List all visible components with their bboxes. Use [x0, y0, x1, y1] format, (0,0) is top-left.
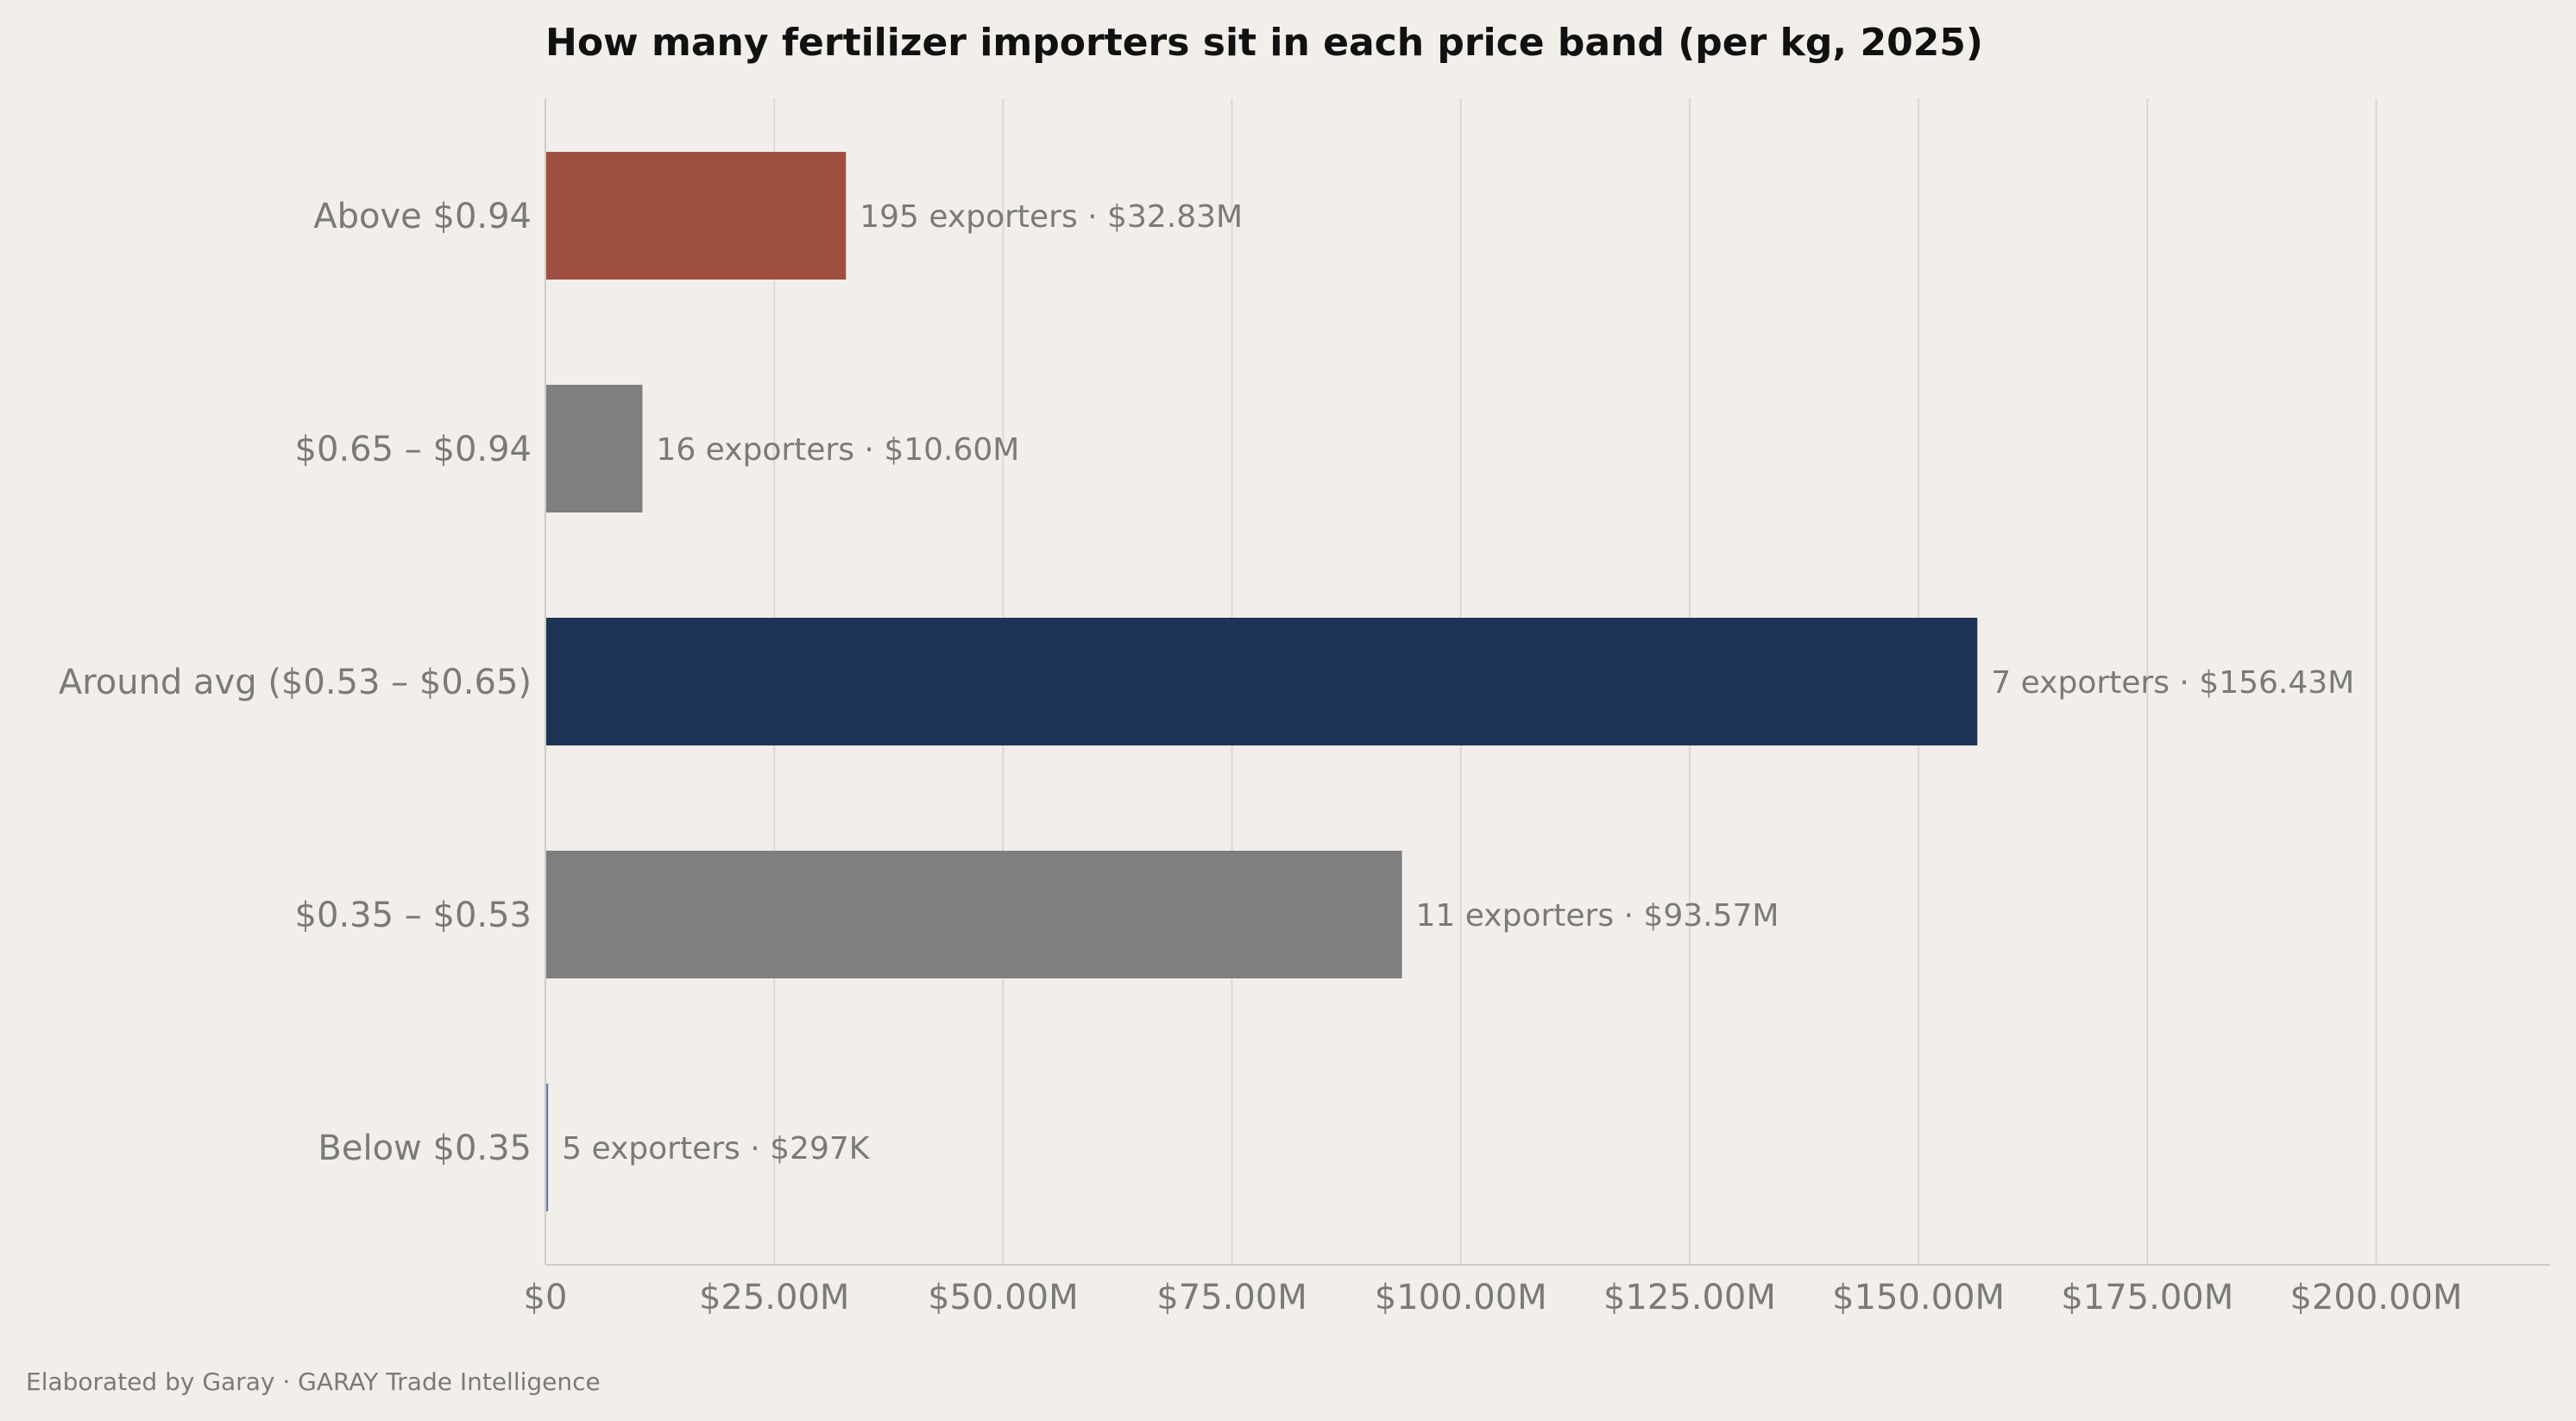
x-tick-label: $25.00M — [699, 1278, 849, 1317]
x-tick-labels: $0 $25.00M $50.00M $75.00M $100.00M $125.00M $… — [524, 1278, 2463, 1317]
bar-value-label: 7 exporters · $156.43M — [1991, 665, 2354, 701]
bars — [545, 152, 1978, 1211]
x-tick-label: $100.00M — [1375, 1278, 1547, 1317]
x-tick-label: $50.00M — [928, 1278, 1078, 1317]
axes — [545, 98, 2550, 1266]
x-tick-label: $200.00M — [2290, 1278, 2463, 1317]
bar-value-label: 195 exporters · $32.83M — [860, 199, 1243, 235]
bar-value-label: 11 exporters · $93.57M — [1416, 898, 1779, 934]
category-label: $0.35 – $0.53 — [295, 896, 532, 935]
bar-labels: 195 exporters · $32.83M 16 exporters · $1… — [562, 199, 2354, 1166]
x-tick-label: $0 — [524, 1278, 568, 1317]
bar — [545, 385, 643, 512]
chart-title: How many fertilizer importers sit in eac… — [545, 21, 1983, 65]
category-label: Around avg ($0.53 – $0.65) — [59, 663, 532, 702]
bar — [545, 851, 1402, 978]
bar — [545, 1084, 549, 1211]
category-label: Above $0.94 — [313, 197, 532, 236]
x-tick-label: $125.00M — [1603, 1278, 1776, 1317]
category-label: $0.65 – $0.94 — [295, 430, 532, 469]
category-label: Below $0.35 — [318, 1129, 532, 1168]
bar-value-label: 5 exporters · $297K — [562, 1131, 871, 1166]
bar-value-label: 16 exporters · $10.60M — [656, 432, 1019, 468]
x-tick-label: $75.00M — [1156, 1278, 1307, 1317]
footer-credit: Elaborated by Garay · GARAY Trade Intell… — [26, 1368, 601, 1396]
x-tick-label: $150.00M — [1832, 1278, 2005, 1317]
bar — [545, 618, 1978, 745]
category-labels: Above $0.94 $0.65 – $0.94 Around avg ($0.5… — [59, 197, 532, 1168]
x-tick-label: $175.00M — [2061, 1278, 2233, 1317]
bar — [545, 152, 847, 280]
